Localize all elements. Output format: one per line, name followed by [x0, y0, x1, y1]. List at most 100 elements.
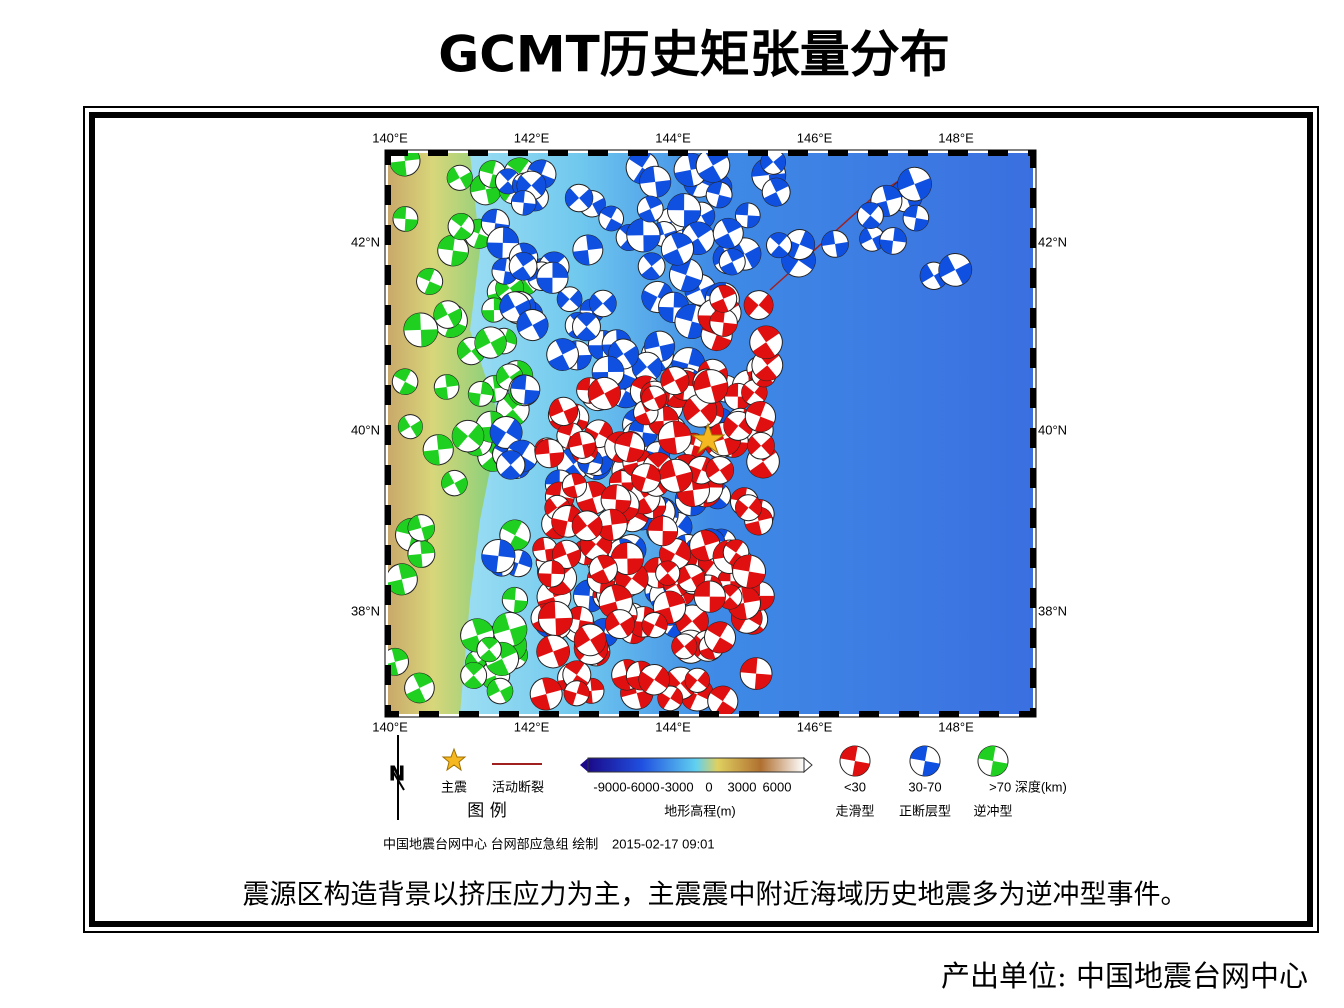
- ball-quadrant: [685, 671, 710, 690]
- beach-ball: [496, 450, 526, 480]
- beach-ball: [407, 540, 436, 568]
- beach-ball: [676, 563, 706, 593]
- ball-quadrant: [562, 473, 587, 498]
- colorbar-tick: -9000: [593, 779, 626, 794]
- ball-quadrant: [589, 293, 617, 314]
- beach-ball: [647, 515, 679, 547]
- lat-label: 42°N: [351, 234, 380, 249]
- beach-ball: [761, 177, 791, 207]
- beach-ball: [529, 677, 563, 711]
- lon-label: 148°E: [938, 719, 974, 734]
- beach-ball: [571, 312, 601, 342]
- ball-quadrant: [629, 418, 658, 447]
- beach-ball: [684, 667, 710, 693]
- beach-ball: [397, 414, 423, 440]
- lon-label: 146°E: [797, 719, 833, 734]
- legend-title: 图 例: [467, 801, 506, 821]
- ball-quadrant: [605, 611, 635, 637]
- lon-label: 146°E: [797, 130, 833, 145]
- ball-quadrant: [677, 566, 705, 591]
- ball-quadrant: [564, 681, 590, 706]
- colorbar-tick: 3000: [728, 779, 757, 794]
- beach-ball: [486, 677, 514, 705]
- beach-ball: [631, 463, 661, 493]
- ball-quadrant: [508, 440, 536, 472]
- beach-ball: [536, 261, 569, 294]
- ball-quadrant: [538, 601, 573, 636]
- beach-ball: [977, 745, 1009, 777]
- ball-quadrant: [549, 398, 578, 425]
- caption: 震源区构造背景以挤压应力为主，主震震中附近海域历史地震多为逆冲型事件。: [243, 880, 1188, 911]
- ball-quadrant: [599, 585, 632, 619]
- beach-ball: [766, 232, 792, 259]
- beach-ball: [422, 434, 454, 466]
- beach-ball: [909, 745, 941, 777]
- ball-quadrant: [557, 290, 582, 309]
- beach-ball: [561, 472, 588, 499]
- beach-ball: [407, 514, 436, 542]
- ball-quadrant: [406, 673, 433, 703]
- beach-ball: [604, 609, 635, 639]
- beach-ball: [641, 612, 668, 639]
- beach-ball: [938, 253, 973, 287]
- ball-quadrant: [763, 178, 789, 207]
- ball-quadrant: [611, 542, 644, 575]
- beach-ball: [548, 396, 579, 427]
- ball-quadrant: [408, 515, 435, 541]
- ball-quadrant: [735, 497, 762, 518]
- beach-ball: [693, 369, 729, 404]
- ball-quadrant: [572, 514, 602, 538]
- ball-quadrant: [638, 667, 670, 693]
- ball-quadrant: [600, 206, 623, 231]
- ball-quadrant: [910, 746, 940, 776]
- ball-quadrant: [644, 331, 675, 361]
- ball-quadrant: [487, 679, 513, 703]
- ball-quadrant: [528, 159, 555, 189]
- lon-label: 140°E: [372, 130, 408, 145]
- ball-quadrant: [760, 153, 786, 172]
- beach-ball: [705, 181, 733, 209]
- ball-quadrant: [647, 516, 678, 546]
- ball-quadrant: [675, 304, 709, 339]
- lat-label: 42°N: [1038, 234, 1067, 249]
- ball-quadrant: [667, 193, 701, 227]
- beach-ball: [388, 563, 418, 596]
- ball-quadrant: [535, 439, 564, 468]
- ball-quadrant: [724, 383, 752, 411]
- beach-ball: [546, 338, 579, 371]
- ball-quadrant: [389, 153, 420, 176]
- legend-star: [441, 747, 467, 772]
- ball-quadrant: [398, 416, 423, 437]
- beach-ball: [747, 431, 775, 460]
- beach-ball: [447, 213, 475, 241]
- colorbar-right: [803, 756, 813, 774]
- beach-ball: [671, 633, 698, 660]
- ball-quadrant: [720, 248, 744, 275]
- ball-quadrant: [706, 458, 734, 482]
- ball-quadrant: [393, 368, 417, 395]
- ball-quadrant: [441, 471, 468, 495]
- ball-quadrant: [615, 565, 649, 592]
- ball-quadrant: [710, 285, 736, 313]
- lat-label: 40°N: [351, 422, 380, 437]
- legend: N 主震 活动断裂 图 例 地形高程(m): [389, 735, 813, 821]
- ball-quadrant: [638, 196, 663, 222]
- ball-quadrant: [474, 328, 507, 357]
- beach-ball: [556, 286, 583, 313]
- beach-ball: [516, 309, 549, 342]
- beach-ball: [537, 560, 566, 588]
- mechanism-label: 走滑型: [835, 803, 874, 818]
- ball-quadrant: [511, 190, 536, 216]
- beach-ball: [902, 204, 930, 232]
- beach-ball: [563, 680, 590, 707]
- ball-quadrant: [690, 530, 720, 561]
- ball-quadrant: [481, 539, 515, 573]
- ball-quadrant: [470, 174, 502, 205]
- beach-ball: [573, 623, 607, 657]
- ball-quadrant: [588, 379, 621, 408]
- beach-ball: [589, 289, 617, 318]
- colorbar-tick: -3000: [660, 779, 693, 794]
- ball-quadrant: [517, 311, 548, 339]
- ball-quadrant: [407, 540, 435, 568]
- ball-quadrant: [417, 268, 442, 295]
